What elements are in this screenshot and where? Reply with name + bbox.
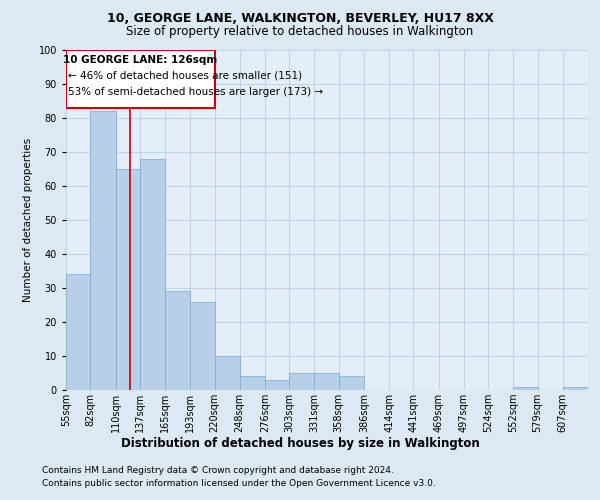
Text: Distribution of detached houses by size in Walkington: Distribution of detached houses by size …	[121, 438, 479, 450]
Bar	[314, 373, 339, 390]
Bar	[165, 292, 190, 390]
Bar	[265, 380, 289, 390]
Bar	[289, 373, 314, 390]
Text: 10, GEORGE LANE, WALKINGTON, BEVERLEY, HU17 8XX: 10, GEORGE LANE, WALKINGTON, BEVERLEY, H…	[107, 12, 493, 26]
Text: Contains public sector information licensed under the Open Government Licence v3: Contains public sector information licen…	[42, 479, 436, 488]
Bar	[90, 111, 115, 390]
Text: ← 46% of detached houses are smaller (151): ← 46% of detached houses are smaller (15…	[68, 70, 302, 81]
Bar	[338, 376, 364, 390]
Bar	[115, 169, 140, 390]
Bar	[215, 356, 240, 390]
Text: Contains HM Land Registry data © Crown copyright and database right 2024.: Contains HM Land Registry data © Crown c…	[42, 466, 394, 475]
Text: Size of property relative to detached houses in Walkington: Size of property relative to detached ho…	[127, 25, 473, 38]
Y-axis label: Number of detached properties: Number of detached properties	[23, 138, 33, 302]
Bar	[66, 50, 215, 108]
Bar	[140, 159, 165, 390]
Bar	[190, 302, 215, 390]
Bar	[66, 274, 90, 390]
Text: 10 GEORGE LANE: 126sqm: 10 GEORGE LANE: 126sqm	[63, 55, 217, 65]
Bar	[563, 386, 588, 390]
Text: 53% of semi-detached houses are larger (173) →: 53% of semi-detached houses are larger (…	[68, 88, 323, 98]
Bar	[240, 376, 265, 390]
Bar	[513, 386, 538, 390]
